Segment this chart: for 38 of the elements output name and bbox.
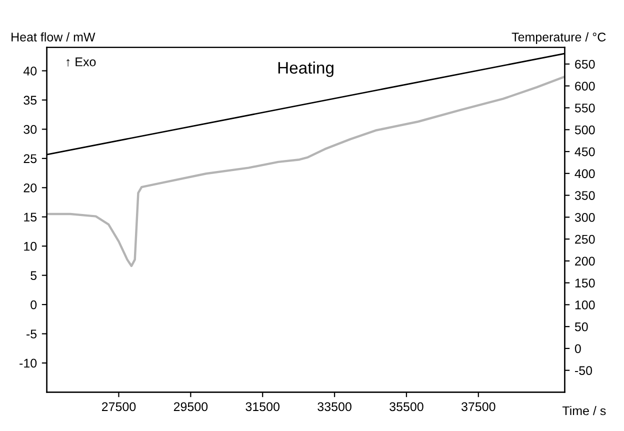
y2-tick-label: 150 xyxy=(575,278,595,288)
line-series xyxy=(46,76,565,268)
y-tick-label: -5 xyxy=(26,330,37,338)
y2-tick-label: 300 xyxy=(574,212,595,222)
text: Heating xyxy=(278,61,334,78)
annotation: ↑ Exo xyxy=(66,58,96,67)
y-tick-label: 15 xyxy=(24,212,37,222)
x-tick-label: 37500 xyxy=(462,402,496,412)
y2-tick-label: 200 xyxy=(575,256,595,266)
y-tick-label: 20 xyxy=(24,183,37,192)
y2-tick-label: 0 xyxy=(574,344,581,354)
y2-tick-label: -50 xyxy=(574,366,592,375)
y2-tick-label: 350 xyxy=(574,191,595,200)
y2-axis-title: Temperature / °C xyxy=(512,32,606,44)
x-tick-label: 33500 xyxy=(318,402,352,412)
y2-tick-label: 500 xyxy=(574,125,595,134)
y2-tick-label: 250 xyxy=(575,234,595,244)
x-tick-label: 29500 xyxy=(174,402,208,412)
x-tick-label: 31500 xyxy=(246,402,280,412)
y-tick-label: 5 xyxy=(30,271,37,280)
x-tick-label: 35500 xyxy=(390,402,424,412)
y2-tick-label: 450 xyxy=(574,147,595,156)
y2-tick-label: 50 xyxy=(574,322,588,332)
x-axis-title: Time / s xyxy=(562,406,606,416)
y-tick-label: 40 xyxy=(23,66,37,76)
y-tick-label: 35 xyxy=(24,96,37,105)
x-tick-label: 27500 xyxy=(102,402,136,412)
y2-tick-label: 650 xyxy=(575,60,595,69)
y-tick-label: 25 xyxy=(24,154,37,164)
y2-tick-label: 100 xyxy=(575,300,595,310)
y2-tick-label: 600 xyxy=(575,82,595,91)
y-tick-label: 30 xyxy=(24,125,37,134)
y2-tick-label: 400 xyxy=(574,169,595,178)
y-tick-label: 10 xyxy=(24,242,37,251)
y-tick-label: -10 xyxy=(20,358,37,368)
y-axis-title: Heat flow / mW xyxy=(12,32,96,42)
y2-tick-label: 550 xyxy=(574,104,595,112)
y-tick-label: 0 xyxy=(30,300,37,310)
